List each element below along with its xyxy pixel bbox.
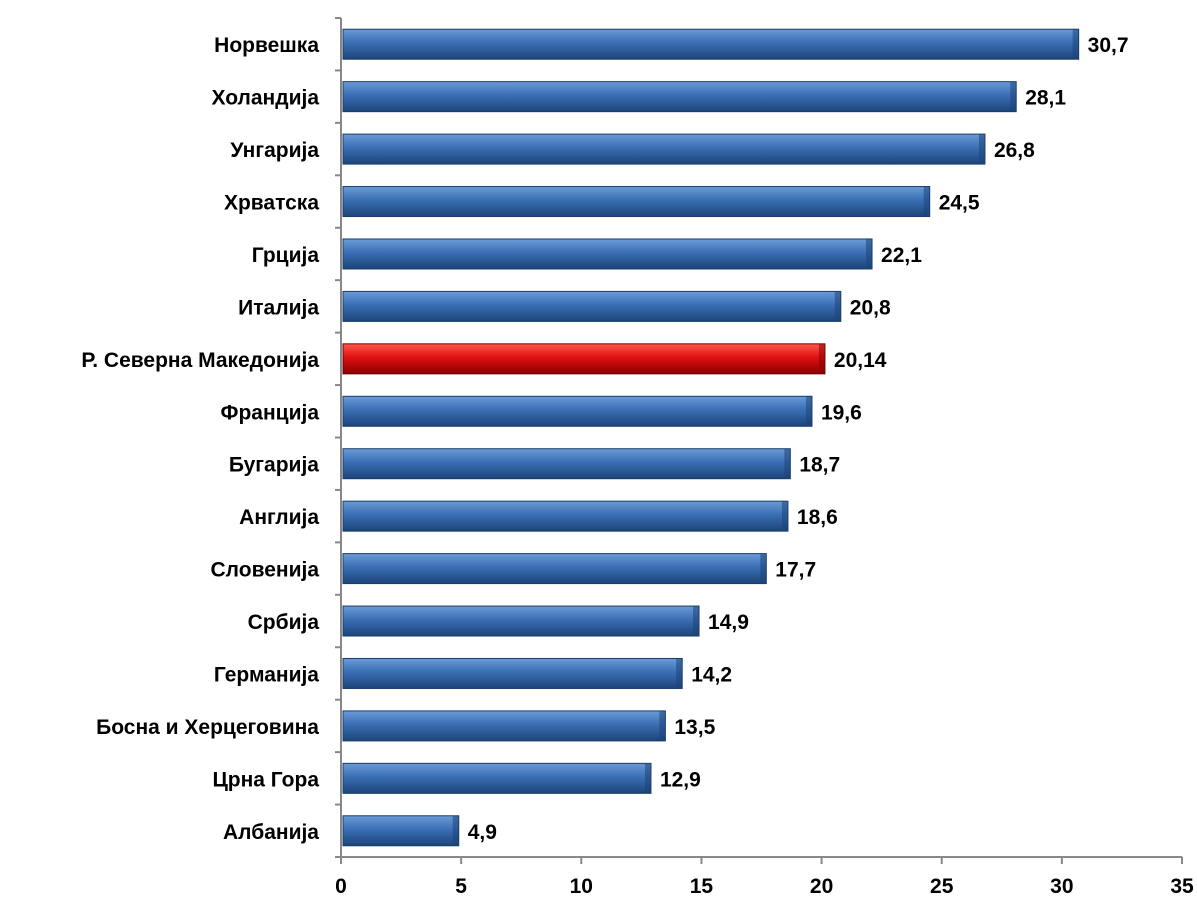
category-label: Словенија [211, 559, 320, 582]
category-label: Холандија [212, 87, 320, 110]
bar-highlight [342, 343, 826, 375]
x-tick-label: 25 [930, 875, 954, 898]
x-tick-label: 35 [1170, 875, 1194, 898]
category-label: Грција [252, 244, 320, 267]
x-tick-label: 0 [335, 875, 347, 898]
bar [342, 133, 986, 165]
bar [342, 762, 652, 794]
bar-end-bevel [676, 658, 683, 689]
bar-end-bevel [1072, 29, 1079, 60]
x-tick-label: 5 [455, 875, 467, 898]
bar [342, 290, 842, 322]
bar [342, 28, 1080, 60]
value-label: 26,8 [994, 139, 1035, 162]
value-label: 12,9 [660, 768, 701, 791]
bar-end-bevel [1010, 81, 1017, 112]
value-label: 14,9 [708, 611, 749, 634]
category-label: Германија [214, 663, 319, 686]
value-label: 22,1 [881, 244, 922, 267]
category-label: Р. Северна Македонија [81, 349, 319, 372]
bar [342, 395, 813, 427]
value-label: 13,5 [674, 716, 715, 739]
category-label: Франција [221, 401, 320, 424]
bar [342, 448, 791, 480]
bar-end-bevel [866, 238, 873, 269]
value-label: 18,7 [799, 454, 840, 477]
bar-end-bevel [978, 134, 985, 165]
value-label: 14,2 [691, 663, 732, 686]
bar-end-bevel [805, 396, 812, 427]
category-label: Англија [239, 506, 319, 529]
x-tick-label: 15 [690, 875, 714, 898]
bar [342, 553, 767, 585]
value-label: 30,7 [1088, 34, 1129, 57]
bars-group [342, 28, 1080, 847]
value-label: 20,8 [850, 296, 891, 319]
category-label: Србија [248, 611, 320, 634]
bar [342, 238, 873, 270]
value-label: 19,6 [821, 401, 862, 424]
x-tick-label: 20 [810, 875, 833, 898]
category-label: Босна и Херцеговина [96, 716, 319, 739]
bar-end-bevel [818, 343, 825, 374]
bar-end-bevel [781, 501, 788, 532]
category-label: Хрватска [224, 192, 319, 215]
category-label: Црна Гора [212, 768, 319, 791]
bar [342, 81, 1017, 113]
x-tick-label: 10 [570, 875, 593, 898]
bar-end-bevel [644, 763, 651, 794]
category-label: Бугарија [229, 454, 319, 477]
category-label: Италија [238, 296, 319, 319]
bar-end-bevel [693, 606, 700, 637]
bar [342, 500, 789, 532]
bar-end-bevel [452, 815, 459, 846]
labels-group: Норвешка 30,7 Холандија 28,1 Унгарија 26,8 Хрв… [81, 34, 1194, 898]
category-label: Норвешка [214, 34, 319, 57]
bar [342, 815, 460, 847]
bar-end-bevel [659, 710, 666, 741]
x-tick-label: 30 [1050, 875, 1073, 898]
category-label: Албанија [223, 821, 319, 844]
bar [342, 605, 700, 637]
category-label: Унгарија [230, 139, 319, 162]
value-label: 4,9 [468, 821, 497, 844]
bar [342, 186, 931, 218]
value-label: 24,5 [939, 192, 980, 215]
bar [342, 657, 683, 689]
bar-end-bevel [834, 291, 841, 322]
bar-end-bevel [923, 186, 930, 217]
bar-end-bevel [760, 553, 767, 584]
value-label: 20,14 [834, 349, 887, 372]
value-label: 18,6 [797, 506, 838, 529]
bar [342, 710, 666, 742]
bar-end-bevel [784, 448, 791, 479]
value-label: 28,1 [1025, 87, 1066, 110]
value-label: 17,7 [775, 559, 816, 582]
axes-group [335, 17, 1183, 864]
